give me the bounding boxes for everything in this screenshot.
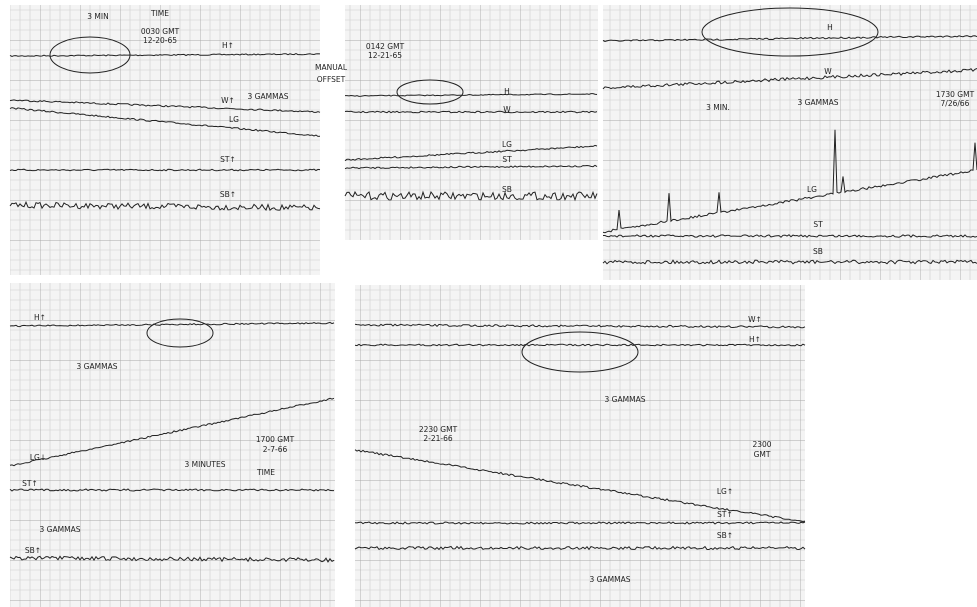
trace-label: 3 GAMMAS <box>590 575 631 584</box>
trace-label: 3 GAMMAS <box>77 362 118 371</box>
trace-label: W↑ <box>748 315 762 324</box>
trace-label: 3 GAMMAS <box>605 395 646 404</box>
trace-label: 3 MIN <box>87 12 108 21</box>
trace-label: ST↑ <box>717 510 733 519</box>
trace-label: TIME <box>150 9 169 18</box>
offset-label: OFFSET <box>317 75 346 84</box>
trace-label: 3 GAMMAS <box>248 92 289 101</box>
grid-paper <box>603 5 977 280</box>
trace-label: H↑ <box>222 41 234 50</box>
grid-paper <box>345 5 598 240</box>
trace-label: 12-21-65 <box>368 51 402 60</box>
trace-label: LG <box>502 140 512 149</box>
trace-label: 2300 <box>752 440 771 449</box>
grid-paper <box>355 285 805 607</box>
trace-label: 2230 GMT <box>419 425 458 434</box>
trace-label: 0142 GMT <box>366 42 405 51</box>
trace-label: H↑ <box>749 335 761 344</box>
trace-label: ST↑ <box>22 479 38 488</box>
trace-label: 0030 GMT <box>141 27 180 36</box>
trace-label: SB <box>813 247 823 256</box>
trace-label: SB↑ <box>717 531 733 540</box>
trace-label: 7/26/66 <box>941 99 970 108</box>
trace-label: TIME <box>256 468 275 477</box>
trace-label: 3 MINUTES <box>184 460 225 469</box>
trace-label: H <box>827 23 833 32</box>
trace-label: 3 GAMMAS <box>40 525 81 534</box>
trace-label: 1730 GMT <box>936 90 975 99</box>
trace-label: 3 MIN. <box>706 103 730 112</box>
figure: 3 MIN TIME 0030 GMT12-20-65 H↑ W↑ 3 GAMMAS LG S… <box>0 0 977 607</box>
trace-label: LG <box>807 185 817 194</box>
trace-label: ST <box>813 220 823 229</box>
trace-label: SB <box>502 185 512 194</box>
trace-label: 2-7-66 <box>263 445 288 454</box>
trace-label: LG↑ <box>717 487 733 496</box>
trace-label: H <box>504 87 510 96</box>
trace-label: 12-20-65 <box>143 36 177 45</box>
trace-label: W↑ <box>221 96 235 105</box>
trace-label: SB↑ <box>220 190 236 199</box>
trace-label: GMT <box>754 450 771 459</box>
trace-label: LG <box>229 115 239 124</box>
trace-label: W <box>503 105 511 114</box>
offset-label: MANUAL <box>315 63 348 72</box>
trace-label: SB↑ <box>25 546 41 555</box>
trace-label: 3 GAMMAS <box>798 98 839 107</box>
trace-label: 2-21-66 <box>423 434 452 443</box>
trace-label: W <box>824 67 832 76</box>
trace-label: LG↓ <box>30 453 46 462</box>
trace-label: H↑ <box>34 313 46 322</box>
trace-label: 1700 GMT <box>256 435 295 444</box>
trace-label: ST <box>502 155 512 164</box>
trace-label: ST↑ <box>220 155 236 164</box>
